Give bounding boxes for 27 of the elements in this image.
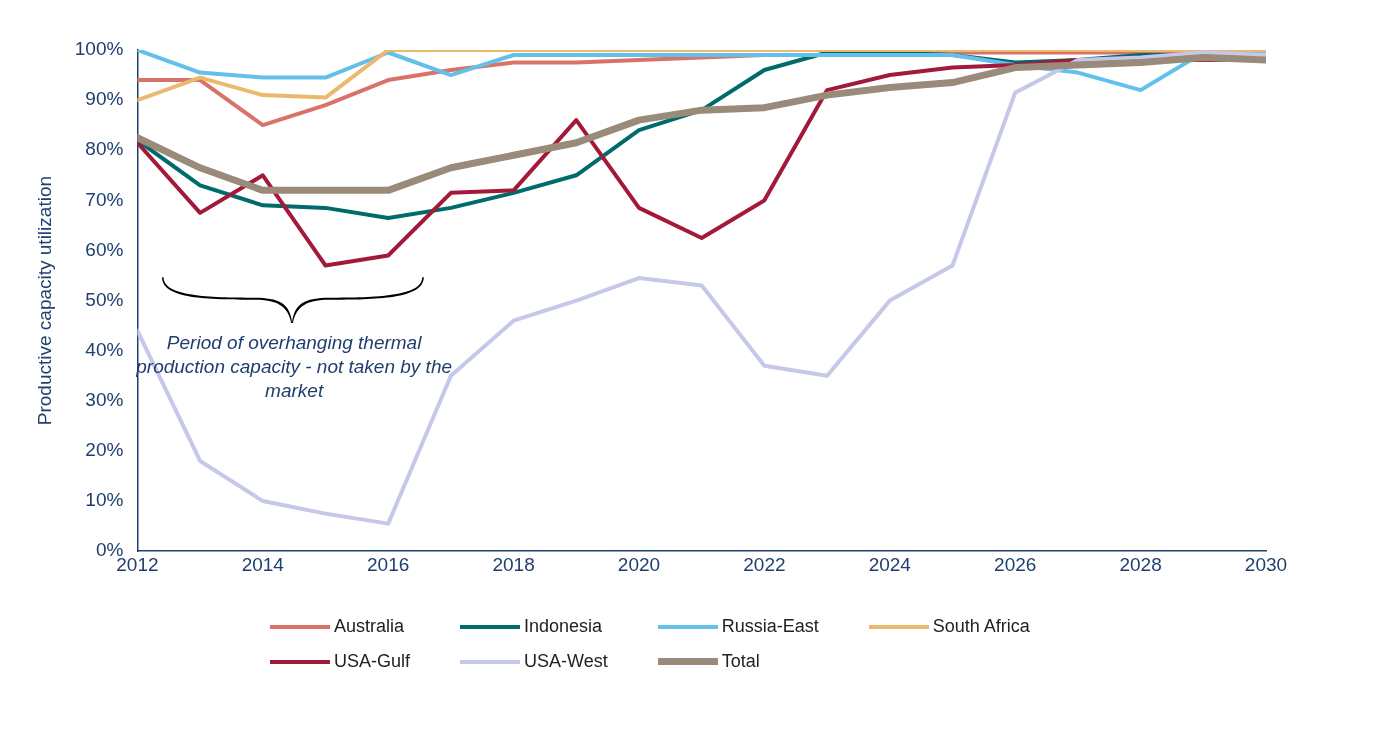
y-tick-label: 70% (85, 188, 124, 210)
x-tick-label: 2022 (743, 553, 786, 575)
y-tick-label: 30% (85, 389, 124, 411)
legend-label: USA-Gulf (334, 651, 411, 672)
y-tick-label: 20% (85, 439, 124, 461)
x-tick-label: 2030 (1244, 553, 1288, 575)
y-tick-label: 50% (85, 288, 124, 310)
legend-label: Indonesia (524, 616, 603, 637)
x-tick-label: 2026 (994, 553, 1037, 575)
x-tick-label: 2014 (241, 553, 285, 575)
y-tick-label: 60% (85, 238, 124, 260)
y-tick-label: 40% (85, 338, 124, 360)
x-tick-label: 2028 (1119, 553, 1162, 575)
y-tick-label: 90% (85, 88, 124, 110)
legend-label: South Africa (932, 616, 1030, 637)
y-axis-title: Productive capacity utilization (33, 175, 55, 426)
x-tick-label: 2020 (617, 553, 661, 575)
legend-label: USA-West (524, 651, 608, 672)
legend-label: Russia-East (721, 616, 819, 637)
y-tick-label: 80% (85, 138, 124, 160)
y-tick-label: 100% (74, 38, 124, 60)
legend-label: Australia (334, 616, 405, 637)
x-tick-label: 2016 (367, 553, 410, 575)
y-tick-label: 10% (85, 489, 124, 511)
x-tick-label: 2024 (868, 553, 912, 575)
legend-label: Total (721, 651, 760, 672)
x-tick-label: 2018 (492, 553, 535, 575)
